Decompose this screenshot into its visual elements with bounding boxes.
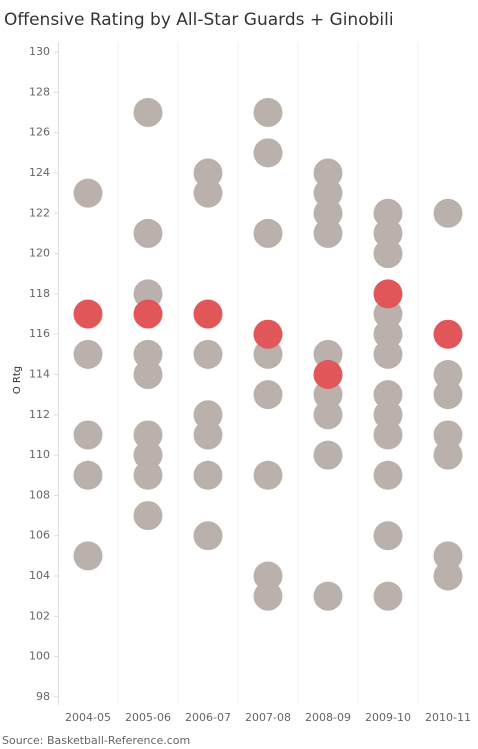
dot [73, 339, 103, 369]
y-tick-label: 98 [36, 690, 50, 703]
highlight-dot [313, 360, 343, 389]
dot [133, 501, 163, 531]
dot [433, 198, 463, 228]
dot [253, 339, 283, 369]
dot [373, 218, 403, 248]
dot [313, 218, 343, 248]
dot [73, 420, 103, 450]
dot [433, 380, 463, 410]
dot [133, 360, 163, 389]
y-tick-label: 118 [29, 287, 50, 300]
dot [253, 460, 283, 490]
x-tick-label: 2007-08 [245, 711, 291, 724]
dot [373, 198, 403, 228]
dot [133, 218, 163, 248]
dot [433, 360, 463, 389]
y-tick-label: 130 [29, 45, 50, 58]
y-tick-label: 120 [29, 247, 50, 260]
dot [313, 581, 343, 611]
dot [373, 400, 403, 430]
highlight-dot [73, 299, 103, 329]
y-tick-label: 104 [29, 569, 50, 582]
dot [373, 339, 403, 369]
dot [253, 138, 283, 168]
dot [253, 218, 283, 248]
dot [373, 319, 403, 349]
dot [133, 98, 163, 128]
y-tick-label: 110 [29, 448, 50, 461]
highlight-dot [133, 299, 163, 329]
dot [433, 420, 463, 450]
highlight-dot [253, 319, 283, 349]
dot [193, 158, 223, 188]
dot [313, 380, 343, 410]
dot [133, 460, 163, 490]
dot [193, 339, 223, 369]
dot [373, 299, 403, 329]
highlight-dot [373, 279, 403, 309]
y-tick-label: 106 [29, 529, 50, 542]
y-tick-label: 100 [29, 650, 50, 663]
source: Source: Basketball-Reference.com [2, 734, 190, 747]
x-tick-label: 2006-07 [185, 711, 231, 724]
dot [193, 521, 223, 551]
dot [433, 541, 463, 571]
x-tick-label: 2004-05 [65, 711, 111, 724]
y-tick-label: 116 [29, 327, 50, 340]
dot [313, 198, 343, 228]
dot [253, 380, 283, 410]
dot [193, 400, 223, 430]
dot [433, 440, 463, 470]
dot [73, 178, 103, 208]
y-tick-label: 102 [29, 609, 50, 622]
dot [373, 460, 403, 490]
x-tick-label: 2010-11 [425, 711, 471, 724]
dot [313, 178, 343, 208]
dot [253, 561, 283, 591]
dot [193, 178, 223, 208]
y-tick-label: 126 [29, 126, 50, 139]
y-tick-label: 122 [29, 206, 50, 219]
dot [133, 279, 163, 309]
y-axis-label: O Rtg [12, 366, 23, 394]
dot [313, 400, 343, 430]
dot [373, 239, 403, 269]
dot [73, 460, 103, 490]
dot [133, 440, 163, 470]
dot [313, 440, 343, 470]
x-tick-label: 2009-10 [365, 711, 411, 724]
dot [253, 98, 283, 128]
dot [313, 158, 343, 188]
y-tick-label: 124 [29, 166, 50, 179]
dot [373, 420, 403, 450]
dot [373, 521, 403, 551]
y-tick-label: 128 [29, 85, 50, 98]
chart-title: Offensive Rating by All-Star Guards + Gi… [4, 10, 394, 30]
highlight-dot [433, 319, 463, 349]
dot [133, 339, 163, 369]
dot [193, 460, 223, 490]
dot [373, 380, 403, 410]
highlight-dot [193, 299, 223, 329]
dot [433, 561, 463, 591]
x-tick-label: 2008-09 [305, 711, 351, 724]
dot [193, 420, 223, 450]
dot [73, 541, 103, 571]
dot [313, 339, 343, 369]
dot [373, 581, 403, 611]
x-tick-label: 2005-06 [125, 711, 171, 724]
dot [253, 581, 283, 611]
dot [133, 420, 163, 450]
y-tick-label: 108 [29, 488, 50, 501]
y-tick-label: 114 [29, 368, 50, 381]
y-tick-label: 112 [29, 408, 50, 421]
